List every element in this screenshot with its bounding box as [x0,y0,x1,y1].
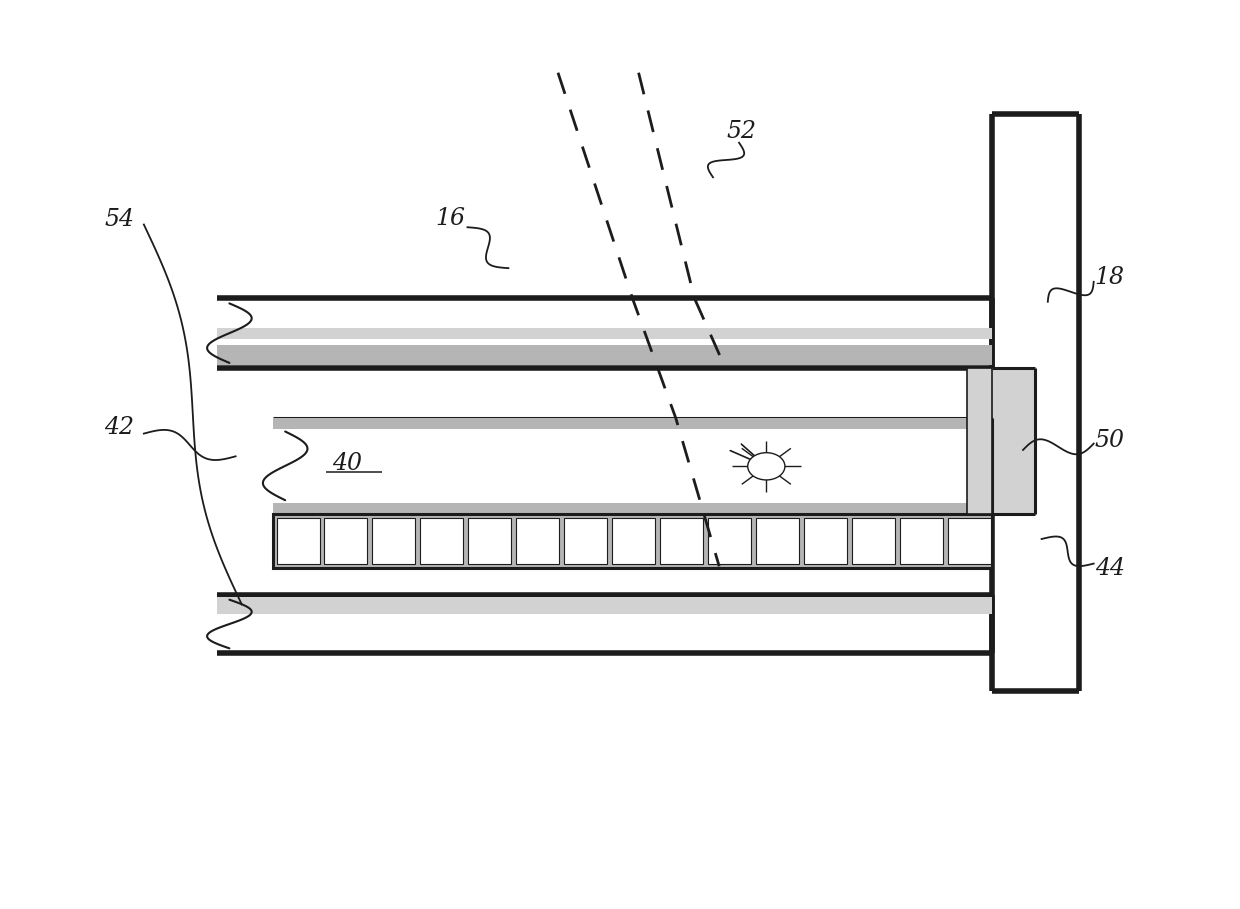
Bar [217,597,992,614]
Text: 42: 42 [104,415,134,439]
Bar [469,518,511,564]
Text: 50: 50 [1095,429,1125,453]
Text: 52: 52 [727,120,756,144]
Bar [708,518,751,564]
Bar [900,518,942,564]
Bar [420,518,464,564]
Bar [273,418,992,429]
Bar [852,518,895,564]
Bar [217,328,992,339]
Bar [804,518,847,564]
Bar [613,518,655,564]
Bar [564,518,608,564]
Bar [273,514,992,568]
Bar [277,518,320,564]
Bar [992,368,1035,514]
Bar [325,518,367,564]
Bar [273,503,992,514]
Bar [217,298,992,368]
Text: 16: 16 [435,206,465,230]
Bar [947,518,991,564]
Bar [756,518,799,564]
Text: 44: 44 [1095,556,1125,580]
Bar [217,595,992,653]
Bar [660,518,703,564]
Bar [372,518,415,564]
Bar [967,368,992,514]
Text: 54: 54 [104,208,134,232]
Bar [516,518,559,564]
Circle shape [748,453,785,480]
Bar [992,114,1079,691]
Text: 40: 40 [332,452,362,475]
Bar [273,418,992,514]
Text: 18: 18 [1095,265,1125,289]
Bar [217,345,992,365]
